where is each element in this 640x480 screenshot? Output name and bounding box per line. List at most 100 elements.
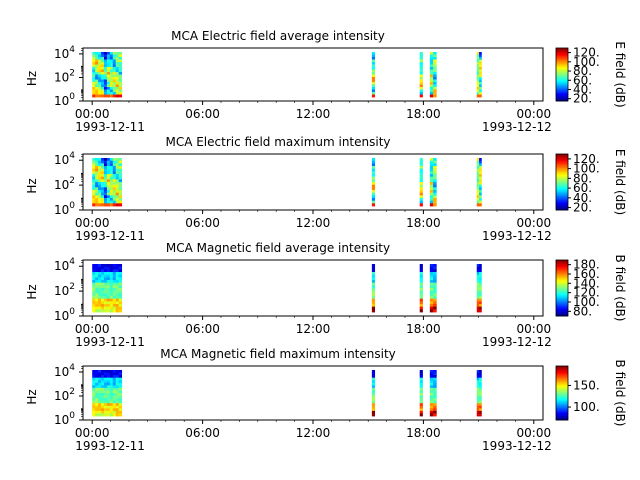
spectrogram-cell bbox=[433, 398, 437, 402]
spectrogram-cell bbox=[419, 370, 423, 373]
spectrogram-cell bbox=[118, 195, 123, 199]
spectrogram-cell bbox=[112, 398, 117, 402]
spectrogram-cell bbox=[98, 390, 102, 394]
spectrogram-cell bbox=[479, 200, 482, 204]
spectrogram-cell bbox=[95, 296, 99, 300]
spectrogram-cell bbox=[106, 277, 111, 281]
spectrogram-cell bbox=[109, 290, 114, 294]
spectrogram-cell bbox=[98, 179, 102, 183]
spectrogram-cell bbox=[92, 92, 96, 95]
spectrogram-cell bbox=[92, 94, 96, 98]
spectrogram-cell bbox=[429, 410, 434, 414]
spectrogram-cell bbox=[479, 74, 482, 78]
spectrogram-cell bbox=[112, 390, 117, 394]
spectrogram-cell bbox=[101, 266, 105, 270]
spectrogram-cell bbox=[419, 269, 423, 273]
spectrogram-cell bbox=[433, 304, 437, 308]
spectrogram-cell bbox=[115, 67, 120, 70]
colorbar-swatch bbox=[556, 302, 568, 304]
spectrogram-cell bbox=[106, 198, 111, 202]
spectrogram-cell bbox=[103, 77, 108, 80]
spectrogram-cell bbox=[479, 67, 482, 70]
spectrogram-cell bbox=[101, 306, 105, 310]
spectrogram-cell bbox=[101, 309, 105, 313]
spectrogram-cell bbox=[98, 166, 102, 170]
spectrogram-cell bbox=[476, 84, 480, 88]
spectrogram-cell bbox=[429, 282, 434, 286]
spectrogram-cell bbox=[92, 79, 96, 83]
spectrogram-cell bbox=[95, 54, 99, 58]
spectrogram-cell bbox=[103, 296, 108, 300]
spectrogram-cell bbox=[106, 274, 111, 278]
spectrogram-cell bbox=[371, 52, 376, 55]
spectrogram-cell bbox=[419, 84, 423, 88]
spectrogram-cell bbox=[429, 405, 434, 409]
spectrogram-cell bbox=[433, 67, 437, 70]
colorbar-frame bbox=[555, 365, 569, 421]
spectrogram-cell bbox=[112, 385, 117, 389]
colorbar-swatch bbox=[556, 405, 568, 407]
spectrogram-cell bbox=[103, 408, 108, 412]
spectrogram-cell bbox=[429, 293, 434, 297]
spectrogram-cell bbox=[118, 370, 123, 373]
spectrogram-cell bbox=[429, 64, 434, 68]
colorbar-swatch bbox=[556, 261, 568, 264]
spectrogram-cell bbox=[419, 168, 423, 172]
colorbar-swatch bbox=[556, 398, 568, 401]
spectrogram-cell bbox=[371, 405, 376, 409]
spectrogram-cell bbox=[429, 296, 434, 300]
spectrogram-cell bbox=[95, 380, 99, 384]
spectrogram-cell bbox=[101, 387, 105, 391]
spectrogram-cell bbox=[92, 400, 96, 404]
spectrogram-cell bbox=[103, 54, 108, 58]
colorbar-swatch bbox=[556, 375, 568, 378]
colorbar-tick-label: 40. bbox=[573, 191, 592, 205]
spectrogram-cell bbox=[92, 59, 96, 63]
spectrogram-cell bbox=[109, 182, 114, 186]
spectrogram-cell bbox=[479, 190, 482, 194]
spectrogram-cell bbox=[429, 192, 434, 196]
spectrogram-cell bbox=[112, 403, 117, 407]
spectrogram-cell bbox=[433, 72, 437, 75]
spectrogram-cell bbox=[419, 309, 423, 313]
spectrogram-cell bbox=[371, 293, 376, 297]
spectrogram-cell bbox=[433, 403, 437, 407]
spectrogram-cell bbox=[479, 163, 482, 167]
colorbar-swatch bbox=[556, 411, 568, 414]
y-tick-exponent: 0 bbox=[69, 201, 75, 211]
spectrogram-cell bbox=[479, 372, 482, 376]
spectrogram-cell bbox=[118, 290, 123, 294]
spectrogram-cell bbox=[476, 54, 480, 58]
spectrogram-cell bbox=[433, 174, 437, 178]
spectrogram-cell bbox=[112, 64, 117, 68]
spectrogram-cell bbox=[98, 57, 102, 60]
colorbar-swatch bbox=[556, 65, 568, 67]
spectrogram-cell bbox=[429, 290, 434, 294]
spectrogram-cell bbox=[419, 306, 423, 310]
spectrogram-cell bbox=[101, 277, 105, 281]
spectrogram-cell bbox=[106, 309, 111, 313]
y-axis-label: Hz bbox=[25, 178, 39, 193]
colorbar-swatch bbox=[556, 55, 568, 58]
spectrogram-cell bbox=[115, 413, 120, 417]
spectrogram-cell bbox=[371, 400, 376, 404]
spectrogram-cell bbox=[103, 59, 108, 63]
spectrogram-cell bbox=[101, 385, 105, 389]
spectrogram-cell bbox=[109, 77, 114, 80]
spectrogram-cell bbox=[479, 264, 482, 268]
spectrogram-cell bbox=[95, 59, 99, 63]
spectrogram-cell bbox=[371, 274, 376, 278]
spectrogram-cell bbox=[92, 393, 96, 396]
spectrogram-cell bbox=[109, 306, 114, 310]
spectrogram-cell bbox=[433, 385, 437, 389]
spectrogram-cell bbox=[429, 203, 434, 207]
spectrogram-cell bbox=[433, 405, 437, 409]
spectrogram-cell bbox=[429, 382, 434, 386]
spectrogram-cell bbox=[429, 171, 434, 175]
spectrogram-cell bbox=[103, 393, 108, 396]
colorbar-swatch bbox=[556, 177, 568, 180]
spectrogram-cell bbox=[92, 298, 96, 302]
spectrogram-cell bbox=[429, 87, 434, 90]
spectrogram-cell bbox=[95, 74, 99, 78]
spectrogram-cell bbox=[98, 82, 102, 85]
